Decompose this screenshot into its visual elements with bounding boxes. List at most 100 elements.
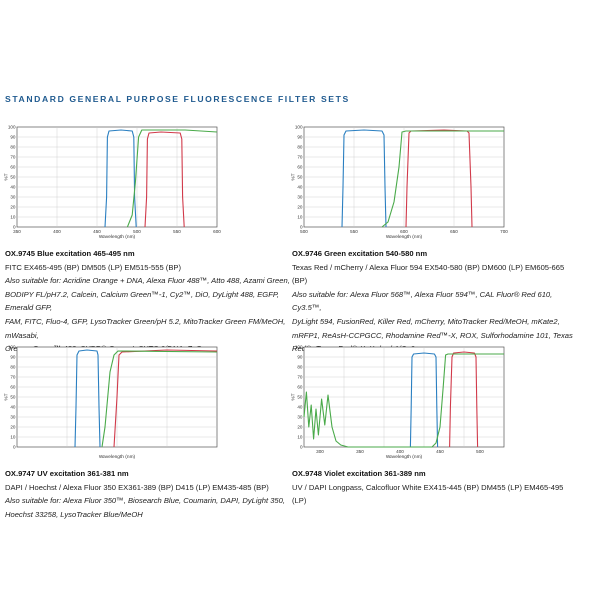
y-tick-label: 70 (297, 375, 303, 380)
spectrum-chart: 0 10 20 30 40 50 60 70 80 90 100 350 400 450 500 550 600… (4, 122, 227, 240)
y-tick-label: 0 (13, 225, 16, 230)
suitable-for-line: Also suitable for: Acridine Orange + DNA… (5, 276, 290, 286)
y-axis-label: %T (291, 393, 297, 400)
filter-title: OX.9747 UV excitation 361-381 nm (5, 469, 129, 478)
series-line-1 (405, 129, 473, 228)
y-tick-label: 100 (8, 345, 16, 350)
series-line-2 (381, 130, 504, 228)
y-tick-label: 80 (297, 145, 303, 150)
y-tick-label: 80 (297, 365, 303, 370)
spectrum-chart: 0 10 20 30 40 50 60 70 80 90 100 500 550 600 650 700 Wav… (291, 122, 514, 240)
suitable-for-line: BODIPY FL/pH7.2, Calcein, Calcium Green™… (5, 289, 280, 313)
filter-spec: UV / DAPI Longpass, Calcofluor White EX4… (292, 482, 564, 506)
series-line-1 (113, 349, 218, 448)
y-tick-label: 60 (297, 385, 303, 390)
x-tick-label: 500 (300, 229, 308, 234)
y-tick-label: 30 (297, 195, 303, 200)
y-tick-label: 90 (297, 135, 303, 140)
chart-svg: 0 10 20 30 40 50 60 70 80 90 100 350 400 450 500 550 600… (4, 125, 222, 240)
x-tick-label: 300 (316, 449, 324, 454)
y-tick-label: 90 (10, 355, 16, 360)
y-tick-label: 10 (297, 435, 303, 440)
y-tick-label: 20 (10, 205, 16, 210)
filter-spec: Texas Red / mCherry / Alexa Fluor 594 EX… (292, 262, 565, 286)
x-tick-label: 700 (500, 229, 508, 234)
series-line-2 (126, 129, 218, 228)
spectrum-chart: 0 10 20 30 40 50 60 70 80 90 100 Wavelength (nm) %T (4, 342, 227, 460)
series-line-0 (104, 129, 137, 228)
suitable-for-line: Hoechst 33258, LysoTracker Blue/MeOH (5, 509, 143, 519)
y-tick-label: 40 (10, 405, 16, 410)
series-line-0 (409, 352, 439, 448)
y-tick-label: 20 (297, 205, 303, 210)
filter-info: OX.9746 Green excitation 540-580 nm Texa… (292, 247, 578, 356)
y-tick-label: 10 (10, 435, 16, 440)
y-tick-label: 0 (300, 225, 303, 230)
series-line-2 (101, 350, 218, 448)
y-tick-label: 80 (10, 145, 16, 150)
filter-title: OX.9746 Green excitation 540-580 nm (292, 249, 428, 258)
y-tick-label: 50 (10, 395, 16, 400)
y-tick-label: 80 (10, 365, 16, 370)
y-tick-label: 10 (10, 215, 16, 220)
section-heading: STANDARD GENERAL PURPOSE FLUORESCENCE FI… (5, 94, 350, 104)
x-axis-label: Wavelength (nm) (99, 454, 136, 460)
x-axis-label: Wavelength (nm) (386, 234, 423, 240)
suitable-for-line: Also suitable for: Alexa Fluor 350™, Bio… (5, 496, 285, 506)
y-tick-label: 0 (300, 445, 303, 450)
x-tick-label: 550 (173, 229, 181, 234)
y-tick-label: 40 (297, 405, 303, 410)
x-tick-label: 450 (93, 229, 101, 234)
series-line-2 (303, 353, 504, 448)
x-tick-label: 350 (13, 229, 21, 234)
x-axis-label: Wavelength (nm) (99, 234, 136, 240)
y-tick-label: 20 (297, 425, 303, 430)
filter-info: OX.9747 UV excitation 361-381 nm DAPI / … (5, 467, 291, 521)
y-tick-label: 30 (297, 415, 303, 420)
series-line-0 (341, 129, 387, 228)
y-tick-label: 10 (297, 215, 303, 220)
spectrum-chart: 0 10 20 30 40 50 60 70 80 90 100 300 350 400 450 500 Wav… (291, 342, 514, 460)
y-tick-label: 60 (297, 165, 303, 170)
y-tick-label: 30 (10, 195, 16, 200)
y-tick-label: 100 (8, 125, 16, 130)
y-tick-label: 100 (295, 125, 303, 130)
chart-svg: 0 10 20 30 40 50 60 70 80 90 100 300 350 400 450 500 Wav… (291, 345, 505, 460)
series-line-1 (144, 131, 185, 228)
x-tick-label: 350 (356, 449, 364, 454)
suitable-for-line: mRFP1, ReAsH-CCPGCC, Rhodamine Red™-X, R… (292, 330, 573, 340)
suitable-for-line: FAM, FITC, Fluo-4, GFP, LysoTracker Gree… (5, 316, 286, 340)
y-tick-label: 60 (10, 385, 16, 390)
y-axis-label: %T (291, 173, 297, 180)
x-tick-label: 500 (133, 229, 141, 234)
x-tick-label: 500 (476, 449, 484, 454)
y-tick-label: 50 (297, 395, 303, 400)
suitable-for-line: DyLight 594, FusionRed, Killer Red, mChe… (292, 316, 560, 326)
x-tick-label: 550 (350, 229, 358, 234)
y-tick-label: 50 (10, 175, 16, 180)
filter-title: OX.9748 Violet excitation 361-389 nm (292, 469, 426, 478)
y-tick-label: 70 (297, 155, 303, 160)
y-tick-label: 100 (295, 345, 303, 350)
filter-info: OX.9748 Violet excitation 361-389 nm UV … (292, 467, 578, 508)
series-line-0 (74, 349, 101, 448)
x-tick-label: 600 (213, 229, 221, 234)
filter-spec: FITC EX465-495 (BP) DM505 (LP) EM515-555… (5, 262, 181, 272)
filter-title: OX.9745 Blue excitation 465-495 nm (5, 249, 135, 258)
y-tick-label: 30 (10, 415, 16, 420)
y-tick-label: 0 (13, 445, 16, 450)
filter-spec: DAPI / Hoechst / Alexa Fluor 350 EX361-3… (5, 482, 269, 492)
chart-svg: 0 10 20 30 40 50 60 70 80 90 100 500 550 600 650 700 Wav… (291, 125, 509, 240)
suitable-for-line: Also suitable for: Alexa Fluor 568™, Ale… (292, 289, 553, 313)
x-tick-label: 450 (436, 449, 444, 454)
x-tick-label: 400 (396, 449, 404, 454)
x-axis-label: Wavelength (nm) (386, 454, 423, 460)
x-tick-label: 600 (400, 229, 408, 234)
chart-svg: 0 10 20 30 40 50 60 70 80 90 100 Wavelength (nm) %T (4, 345, 218, 460)
y-tick-label: 40 (297, 185, 303, 190)
y-axis-label: %T (4, 173, 10, 180)
y-tick-label: 20 (10, 425, 16, 430)
y-tick-label: 40 (10, 185, 16, 190)
filter-info: OX.9745 Blue excitation 465-495 nm FITC … (5, 247, 291, 356)
y-axis-label: %T (4, 393, 10, 400)
